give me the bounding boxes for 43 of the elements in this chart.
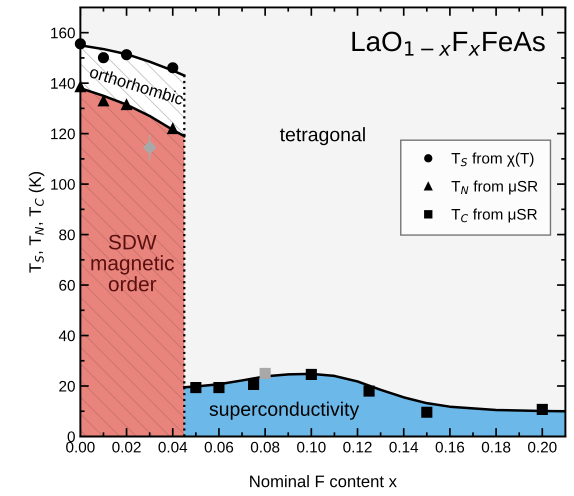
annotation: LaO$_{1−x}$F$_{x}$FeAs bbox=[352, 32, 545, 56]
point bbox=[98, 52, 110, 64]
point bbox=[536, 404, 548, 416]
annotation: SDW magnetic order bbox=[91, 234, 174, 292]
y-tick-label: 160 bbox=[51, 28, 75, 38]
point bbox=[74, 81, 86, 92]
legend-label: T$_{C}$ from μSR bbox=[452, 208, 537, 222]
point bbox=[364, 385, 375, 397]
point bbox=[306, 368, 317, 380]
point bbox=[143, 140, 156, 154]
y-tick-label: 60 bbox=[59, 280, 75, 291]
annotation: tetragonal bbox=[280, 127, 365, 146]
point bbox=[248, 378, 260, 390]
x-tick-label: 0.12 bbox=[343, 442, 372, 453]
y-axis-title: T$_{S}$, T$_{N}$, T$_{C}$ (K) bbox=[28, 172, 44, 273]
x-tick-label: 0.08 bbox=[250, 442, 280, 453]
point bbox=[421, 406, 432, 418]
point bbox=[260, 368, 271, 379]
y-tick-label: 20 bbox=[59, 380, 75, 392]
y-tick-label: 40 bbox=[58, 330, 75, 342]
point bbox=[190, 382, 202, 394]
x-axis-title: Nominal F content x bbox=[250, 475, 397, 488]
x-tick-label: 0.20 bbox=[528, 442, 557, 453]
point bbox=[120, 49, 132, 60]
legend-label: T$_{N}$ from μSR bbox=[452, 180, 538, 194]
annotation: superconductivity bbox=[210, 402, 360, 420]
x-tick-label: 0.04 bbox=[158, 442, 188, 453]
y-tick-label: 100 bbox=[51, 178, 75, 190]
point bbox=[213, 382, 224, 394]
x-tick-label: 0.14 bbox=[389, 442, 418, 453]
x-tick-label: 0.10 bbox=[297, 442, 326, 453]
point bbox=[167, 123, 178, 134]
x-tick-label: 0.06 bbox=[204, 442, 234, 453]
x-tick-label: 0.00 bbox=[66, 442, 95, 453]
legend-label: T$_{S}$ from χ(T) bbox=[452, 152, 534, 167]
y-tick-label: 0 bbox=[68, 431, 75, 442]
x-tick-label: 0.18 bbox=[482, 442, 510, 453]
y-tick-label: 80 bbox=[59, 229, 75, 240]
x-tick-label: 0.16 bbox=[436, 442, 464, 453]
y-tick-label: 140 bbox=[51, 78, 75, 89]
x-tick-label: 0.02 bbox=[112, 442, 141, 453]
y-tick-label: 120 bbox=[51, 128, 75, 140]
point bbox=[74, 38, 86, 50]
